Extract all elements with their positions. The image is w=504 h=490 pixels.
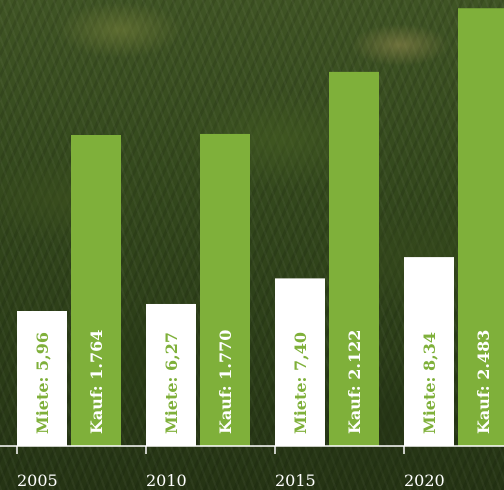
miete-label-2005: Miete: 5,96 (33, 332, 52, 434)
kauf-bar-2015 (329, 71, 379, 447)
x-axis-ticks: 2005 2010 2015 2020 (16, 446, 445, 490)
miete-bar-2020 (404, 257, 454, 446)
kauf-label-2020: Kauf: 2.483 (474, 330, 493, 434)
bar-labels-group: Miete: 5,96 Kauf: 1.764 Miete: 6,27 Kauf: 1… (33, 330, 493, 434)
kauf-bar-2005 (71, 135, 121, 446)
kauf-label-2010: Kauf: 1.770 (216, 330, 235, 434)
kauf-bar-2020 (458, 8, 504, 447)
miete-bar-2015 (275, 278, 325, 446)
miete-bar-2005 (17, 311, 67, 446)
tick-label-2015: 2015 (275, 471, 316, 490)
miete-bar-2010 (146, 303, 196, 446)
miete-label-2015: Miete: 7,40 (291, 332, 310, 434)
tick-label-2020: 2020 (404, 471, 445, 490)
kauf-label-2015: Kauf: 2.122 (345, 330, 364, 434)
kauf-label-2005: Kauf: 1.764 (87, 330, 106, 434)
tick-label-2005: 2005 (17, 471, 58, 490)
miete-label-2010: Miete: 6,27 (162, 332, 181, 434)
bars-group (17, 8, 504, 447)
kauf-bar-2010 (200, 133, 250, 446)
tick-label-2010: 2010 (146, 471, 187, 490)
miete-label-2020: Miete: 8,34 (420, 332, 439, 434)
